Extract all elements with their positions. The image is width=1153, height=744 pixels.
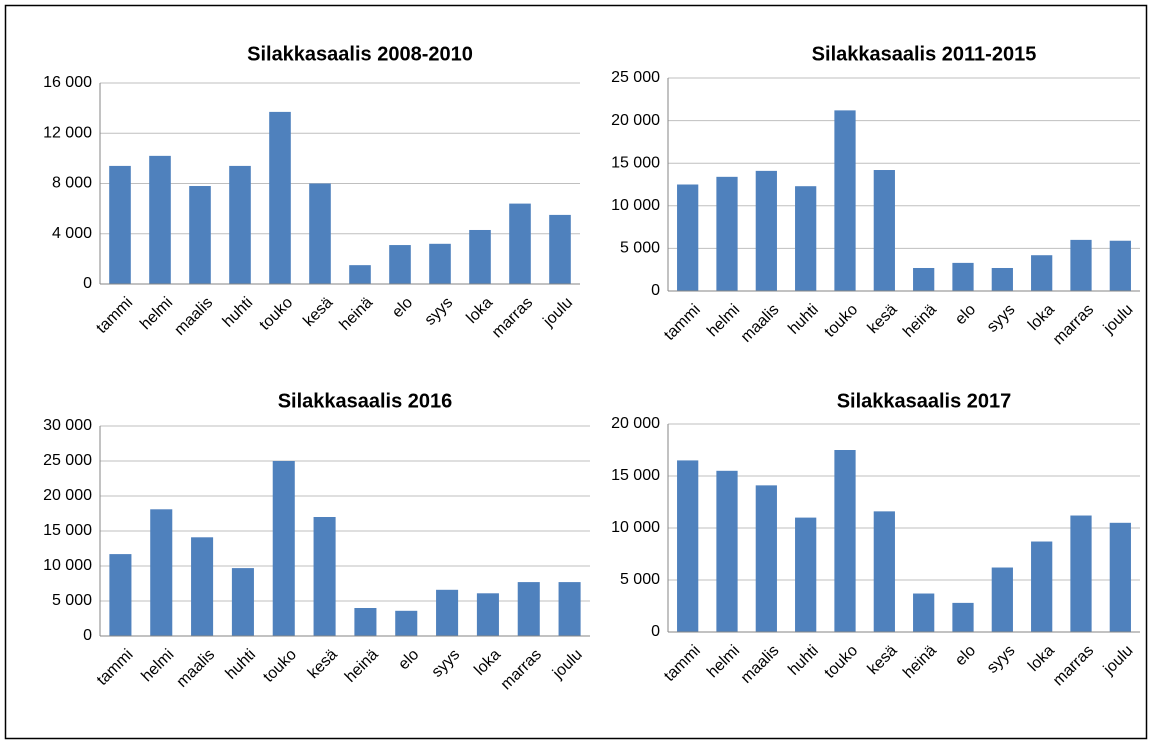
bar	[677, 184, 699, 291]
y-tick-label: 0	[651, 623, 660, 640]
bar	[1109, 522, 1131, 632]
bar	[272, 461, 295, 636]
y-tick-label: 5 000	[620, 571, 660, 588]
y-tick-label: 15 000	[43, 522, 92, 539]
bar	[1070, 239, 1092, 291]
bar	[389, 245, 411, 284]
y-tick-label: 25 000	[611, 69, 660, 86]
y-tick-label: 20 000	[611, 415, 660, 432]
bar	[429, 243, 451, 284]
bar	[395, 610, 418, 636]
bar	[913, 267, 935, 291]
y-tick-label: 10 000	[43, 557, 92, 574]
bar	[191, 537, 214, 636]
bar	[795, 186, 817, 291]
bar	[873, 511, 895, 632]
chart-title: Silakkasaalis 2016	[278, 390, 453, 412]
bar	[677, 460, 699, 632]
y-tick-label: 8 000	[52, 175, 92, 192]
y-tick-label: 30 000	[43, 417, 92, 434]
bar	[354, 608, 377, 636]
y-tick-label: 10 000	[611, 519, 660, 536]
y-tick-label: 5 000	[620, 240, 660, 257]
bar	[231, 568, 254, 636]
y-tick-label: 20 000	[611, 112, 660, 129]
y-tick-label: 0	[651, 282, 660, 299]
y-tick-label: 20 000	[43, 487, 92, 504]
bar	[873, 170, 895, 291]
bar	[716, 470, 738, 632]
bar	[549, 214, 571, 284]
y-tick-label: 5 000	[52, 592, 92, 609]
chart-title: Silakkasaalis 2011-2015	[812, 43, 1037, 65]
bar	[189, 186, 211, 284]
bar	[109, 165, 131, 284]
bar	[991, 567, 1013, 632]
bar	[795, 517, 817, 632]
bar	[1031, 255, 1053, 291]
bar	[349, 265, 371, 284]
y-tick-label: 4 000	[52, 225, 92, 242]
chart-title: Silakkasaalis 2017	[837, 390, 1012, 412]
bar	[309, 183, 331, 284]
y-tick-label: 12 000	[43, 124, 92, 141]
bar	[269, 111, 291, 284]
bar	[1109, 240, 1131, 291]
bar	[558, 582, 581, 636]
y-tick-label: 15 000	[611, 154, 660, 171]
bar	[834, 450, 856, 632]
bar	[149, 155, 171, 284]
bar	[517, 582, 540, 636]
bar	[1070, 515, 1092, 632]
y-tick-label: 15 000	[611, 467, 660, 484]
bar	[834, 110, 856, 291]
bar	[1031, 541, 1053, 632]
bar	[509, 203, 531, 284]
bar	[476, 593, 499, 636]
bar	[109, 554, 132, 636]
bar	[313, 517, 336, 636]
y-tick-label: 25 000	[43, 452, 92, 469]
bar	[716, 176, 738, 291]
chart-title: Silakkasaalis 2008-2010	[247, 43, 473, 65]
bar	[755, 170, 777, 291]
bar	[952, 262, 974, 291]
bar	[913, 593, 935, 632]
y-tick-label: 0	[83, 275, 92, 292]
y-tick-label: 10 000	[611, 197, 660, 214]
bar	[991, 267, 1013, 291]
bar	[952, 602, 974, 632]
y-tick-label: 16 000	[43, 74, 92, 91]
y-tick-label: 0	[83, 627, 92, 644]
bar	[150, 509, 173, 636]
bar	[229, 165, 251, 284]
bar	[755, 485, 777, 632]
bar	[436, 589, 459, 636]
bar	[469, 229, 491, 284]
